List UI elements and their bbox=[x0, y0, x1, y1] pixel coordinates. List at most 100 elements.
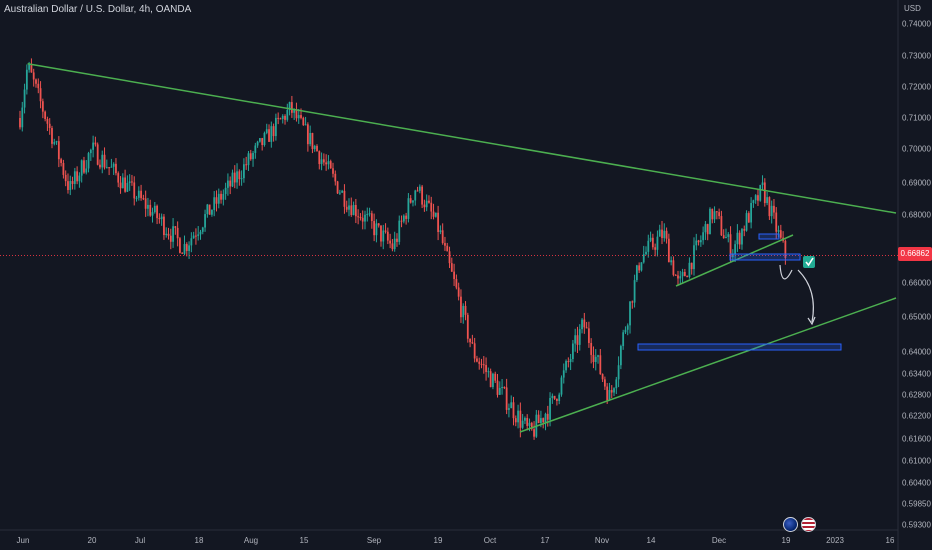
candle-body bbox=[581, 319, 583, 330]
candle-body bbox=[185, 244, 188, 251]
candle-body bbox=[517, 410, 519, 423]
candle-body bbox=[718, 212, 721, 217]
candle-body bbox=[763, 182, 766, 204]
candle-body bbox=[366, 214, 369, 216]
price-tick-label: 0.63400 bbox=[902, 369, 931, 379]
candle-body bbox=[492, 373, 494, 388]
symbol-title[interactable]: Australian Dollar / U.S. Dollar, 4h, OAN… bbox=[4, 4, 192, 15]
candle-body bbox=[243, 164, 245, 179]
candle-body bbox=[558, 394, 561, 402]
candle-body bbox=[213, 197, 216, 210]
candle-body bbox=[505, 387, 508, 410]
candle-body bbox=[460, 296, 462, 318]
candle-body bbox=[41, 101, 44, 112]
time-tick-label: 19 bbox=[781, 536, 791, 545]
candle-body bbox=[277, 117, 280, 119]
candle-body bbox=[284, 115, 286, 120]
candle-body bbox=[220, 193, 222, 200]
candle-body bbox=[651, 237, 654, 248]
candle-body bbox=[85, 168, 88, 173]
candle-body bbox=[597, 355, 599, 357]
time-tick-label: Aug bbox=[243, 536, 259, 545]
candle-body bbox=[377, 223, 380, 226]
candle-body bbox=[279, 118, 282, 120]
candle-body bbox=[208, 204, 211, 215]
price-tick-label: 0.62200 bbox=[902, 411, 931, 421]
candle-body bbox=[67, 181, 69, 190]
candle-body bbox=[519, 410, 522, 428]
candle-body bbox=[117, 173, 120, 183]
candle-body bbox=[690, 262, 693, 270]
candle-body bbox=[441, 230, 444, 244]
time-tick-label: Oct bbox=[483, 536, 497, 545]
time-tick-label: Jul bbox=[134, 536, 146, 545]
candle-body bbox=[683, 271, 686, 277]
candle-body bbox=[462, 305, 465, 318]
candle-body bbox=[217, 193, 220, 204]
candle-body bbox=[32, 72, 35, 80]
candle-body bbox=[83, 160, 85, 173]
candle-body bbox=[76, 171, 79, 182]
candle-body bbox=[480, 363, 483, 365]
price-tick-label: 0.65000 bbox=[902, 312, 931, 322]
candle-body bbox=[80, 160, 83, 176]
candle-body bbox=[757, 195, 759, 201]
candle-body bbox=[110, 166, 113, 168]
candle-body bbox=[192, 235, 195, 239]
candle-body bbox=[482, 364, 485, 366]
candle-body bbox=[60, 159, 63, 163]
candle-body bbox=[309, 132, 312, 145]
candle-body bbox=[359, 216, 362, 218]
candle-body bbox=[57, 141, 60, 160]
candle-body bbox=[105, 167, 108, 169]
resistance-trendline bbox=[27, 63, 897, 214]
candle-body bbox=[542, 418, 545, 423]
candle-body bbox=[741, 229, 743, 245]
time-tick-label: 2023 bbox=[826, 536, 844, 545]
candle-body bbox=[30, 63, 33, 73]
candle-body bbox=[434, 212, 437, 217]
candle-body bbox=[784, 240, 787, 258]
candle-body bbox=[131, 181, 133, 183]
candle-body bbox=[290, 102, 293, 113]
candle-body bbox=[697, 240, 700, 243]
candle-body bbox=[176, 227, 179, 239]
price-tick-label: 0.69000 bbox=[902, 178, 931, 188]
candle-body bbox=[496, 380, 499, 395]
candle-body bbox=[147, 204, 149, 209]
candle-body bbox=[754, 195, 757, 201]
candle-body bbox=[357, 216, 360, 218]
candle-body bbox=[471, 342, 474, 344]
candle-body bbox=[521, 420, 524, 428]
candle-body bbox=[661, 229, 663, 239]
candle-body bbox=[686, 276, 689, 278]
candle-body bbox=[414, 190, 417, 201]
candle-body bbox=[446, 245, 449, 252]
candle-body bbox=[211, 209, 213, 215]
candle-body bbox=[412, 200, 414, 203]
candle-body bbox=[473, 343, 476, 359]
candle-body bbox=[409, 198, 412, 203]
candle-body bbox=[638, 265, 641, 271]
candle-body bbox=[293, 109, 296, 113]
curved-arrow-2 bbox=[797, 269, 814, 323]
candle-body bbox=[430, 202, 433, 212]
candle-body bbox=[715, 211, 718, 213]
candle-body bbox=[126, 182, 129, 192]
candle-body bbox=[96, 144, 99, 165]
candle-body bbox=[444, 243, 446, 246]
candle-body bbox=[619, 346, 622, 366]
candle-body bbox=[402, 215, 405, 222]
candle-body bbox=[423, 204, 426, 208]
candle-body bbox=[606, 386, 609, 401]
candle-body bbox=[92, 142, 95, 150]
candle-body bbox=[297, 115, 300, 119]
candle-body bbox=[556, 398, 558, 402]
check-mark-icon bbox=[805, 257, 814, 267]
candle-body bbox=[439, 230, 442, 232]
candle-body bbox=[197, 234, 200, 236]
candle-body bbox=[766, 197, 769, 204]
time-tick-label: 19 bbox=[433, 536, 443, 545]
candle-body bbox=[240, 178, 243, 180]
